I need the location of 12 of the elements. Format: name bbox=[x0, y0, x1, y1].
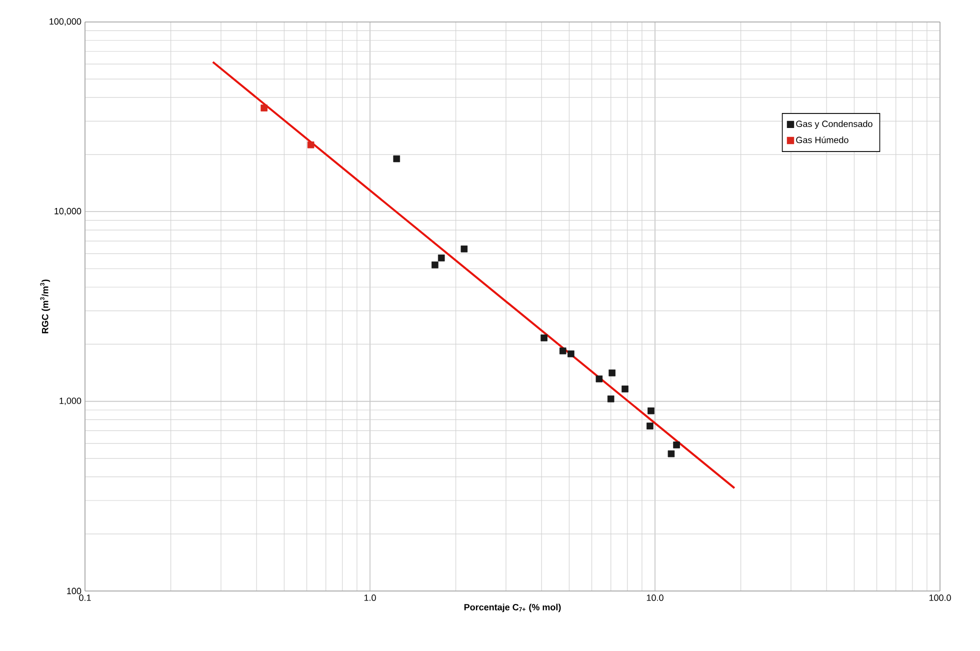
y-tick-label: 100 bbox=[67, 588, 82, 594]
legend-label: Gas Húmedo bbox=[796, 136, 848, 144]
x-tick-label: 0.1 bbox=[79, 594, 91, 601]
y-tick-label: 1,000 bbox=[60, 398, 82, 406]
y-tick-label: 10,000 bbox=[54, 208, 82, 216]
x-axis-title: Porcentaje C$_{7+}$ (% mol) bbox=[464, 604, 561, 612]
x-tick-label: 10.0 bbox=[646, 594, 664, 601]
x-tick-label: 100.0 bbox=[929, 594, 951, 601]
y-axis-title: RGC (m$^{3}$/m$^{3}$) bbox=[40, 280, 50, 334]
y-tick-label: 100,000 bbox=[50, 18, 82, 26]
legend-label: Gas y Condensado bbox=[796, 120, 872, 129]
x-tick-label: 1.0 bbox=[364, 594, 376, 601]
